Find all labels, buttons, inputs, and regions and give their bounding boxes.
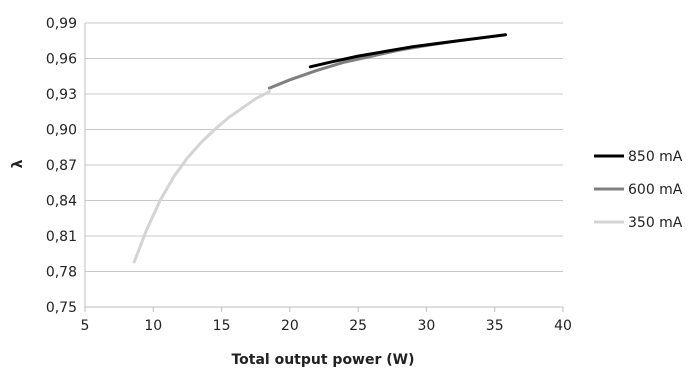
y-tick-label: 0,99 bbox=[46, 16, 77, 32]
y-tick-label: 0,81 bbox=[46, 229, 77, 245]
y-tick-label: 0,87 bbox=[46, 158, 77, 174]
y-tick-label: 0,78 bbox=[46, 265, 77, 281]
y-tick-label: 0,96 bbox=[46, 52, 77, 68]
legend-label: 850 mA bbox=[628, 149, 683, 165]
grid-lines bbox=[85, 22, 563, 272]
series-line bbox=[308, 33, 508, 69]
x-tick-label: 10 bbox=[144, 318, 162, 334]
y-tick-labels: 0,75 0,78 0,81 0,84 0,87 0,90 0,93 0,96 0,99 bbox=[46, 16, 77, 316]
series-lines bbox=[132, 33, 508, 264]
series-line bbox=[267, 39, 460, 90]
axes bbox=[84, 23, 564, 312]
x-tick-label: 5 bbox=[81, 318, 90, 334]
x-tick-label: 35 bbox=[486, 318, 504, 334]
y-axis-title: λ bbox=[10, 159, 26, 168]
legend-label: 350 mA bbox=[628, 215, 683, 231]
x-tick-label: 15 bbox=[213, 318, 231, 334]
x-axis-title: Total output power (W) bbox=[231, 352, 414, 368]
x-tick-label: 20 bbox=[281, 318, 299, 334]
y-tick-label: 0,84 bbox=[46, 194, 77, 210]
y-tick-label: 0,75 bbox=[46, 300, 77, 316]
series-line bbox=[132, 90, 271, 264]
y-tick-label: 0,90 bbox=[46, 123, 77, 139]
legend: 850 mA 600 mA 350 mA bbox=[594, 149, 683, 231]
y-tick-label: 0,93 bbox=[46, 87, 77, 103]
x-tick-label: 40 bbox=[554, 318, 572, 334]
x-tick-label: 30 bbox=[418, 318, 436, 334]
legend-label: 600 mA bbox=[628, 182, 683, 198]
x-tick-label: 25 bbox=[349, 318, 367, 334]
x-tick-labels: 5 10 15 20 25 30 35 40 bbox=[81, 318, 572, 334]
